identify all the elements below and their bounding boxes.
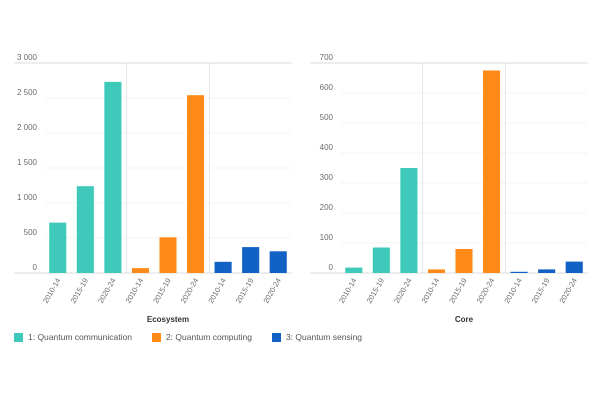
bar-quantum-sensing-2010-14 [510,271,528,273]
y-tick-label: 2 500 [17,88,38,97]
y-tick-label: 700 [320,53,334,62]
x-tick-label: 2020-24 [179,277,201,305]
y-tick-label: 0 [33,263,38,272]
bar-quantum-communication-2015-19 [372,247,390,273]
x-tick-label: 2010-14 [502,277,524,305]
y-tick-label: 3 000 [17,53,38,62]
bar-quantum-sensing-2015-19 [538,269,556,273]
legend-swatch-quantum-sensing [271,332,281,342]
x-tick-label: 2015-19 [151,277,173,305]
legend-label-quantum-computing: 2: Quantum computing [165,332,252,342]
x-tick-label: 2010-14 [41,277,63,305]
legend-swatch-quantum-computing [151,332,161,342]
y-tick-label: 1 500 [17,158,38,167]
y-tick-label: 0 [329,263,334,272]
x-tick-label: 2010-14 [337,277,359,305]
y-tick-label: 500 [320,113,334,122]
x-tick-label: 2015-19 [530,277,552,305]
bar-quantum-computing-2015-19 [455,249,473,273]
panel-title: Ecosystem [147,315,189,324]
bar-quantum-communication-2010-14 [345,267,363,273]
y-tick-label: 200 [320,203,334,212]
y-tick-label: 600 [320,83,334,92]
bar-quantum-computing-2010-14 [131,268,149,273]
x-tick-label: 2015-19 [69,277,91,305]
legend-item-quantum-computing: 2: Quantum computing [151,332,252,342]
x-tick-label: 2015-19 [234,277,256,305]
bar-quantum-computing-2020-24 [187,95,205,273]
x-tick-label: 2015-19 [447,277,469,305]
bar-quantum-computing-2020-24 [483,70,501,273]
x-tick-label: 2010-14 [420,277,442,305]
legend-swatch-quantum-communication [14,332,23,342]
x-tick-label: 2010-14 [124,277,146,305]
y-tick-label: 1 000 [17,193,38,202]
y-tick-label: 300 [320,173,334,182]
x-tick-label: 2010-14 [206,277,228,305]
bar-quantum-communication-2010-14 [49,222,67,273]
x-tick-label: 2020-24 [392,277,414,305]
bar-quantum-computing-2015-19 [159,237,177,273]
bar-quantum-communication-2020-24 [400,168,418,273]
bar-quantum-communication-2020-24 [104,81,122,274]
bar-quantum-sensing-2010-14 [214,261,232,273]
bar-quantum-communication-2015-19 [76,186,94,273]
y-tick-label: 100 [320,233,334,242]
bar-quantum-computing-2010-14 [427,269,445,273]
legend-label-quantum-communication: 1: Quantum communication [28,332,132,342]
legend-item-quantum-sensing: 3: Quantum sensing [271,332,363,342]
x-tick-label: 2020-24 [261,277,283,305]
x-tick-label: 2015-19 [365,277,387,305]
bar-quantum-sensing-2015-19 [242,247,260,273]
bar-quantum-sensing-2020-24 [269,251,287,273]
x-tick-label: 2020-24 [557,277,579,305]
bar-quantum-sensing-2020-24 [565,261,583,273]
panel-title: Core [455,315,474,324]
x-tick-label: 2020-24 [96,277,118,305]
y-tick-label: 400 [320,143,334,152]
legend-item-quantum-communication: 1: Quantum communication [14,332,132,342]
y-tick-label: 2 000 [17,123,38,132]
legend: 1: Quantum communication 2: Quantum comp… [14,332,382,342]
x-tick-label: 2020-24 [475,277,497,305]
y-tick-label: 500 [24,228,38,237]
legend-label-quantum-sensing: 3: Quantum sensing [285,332,363,342]
